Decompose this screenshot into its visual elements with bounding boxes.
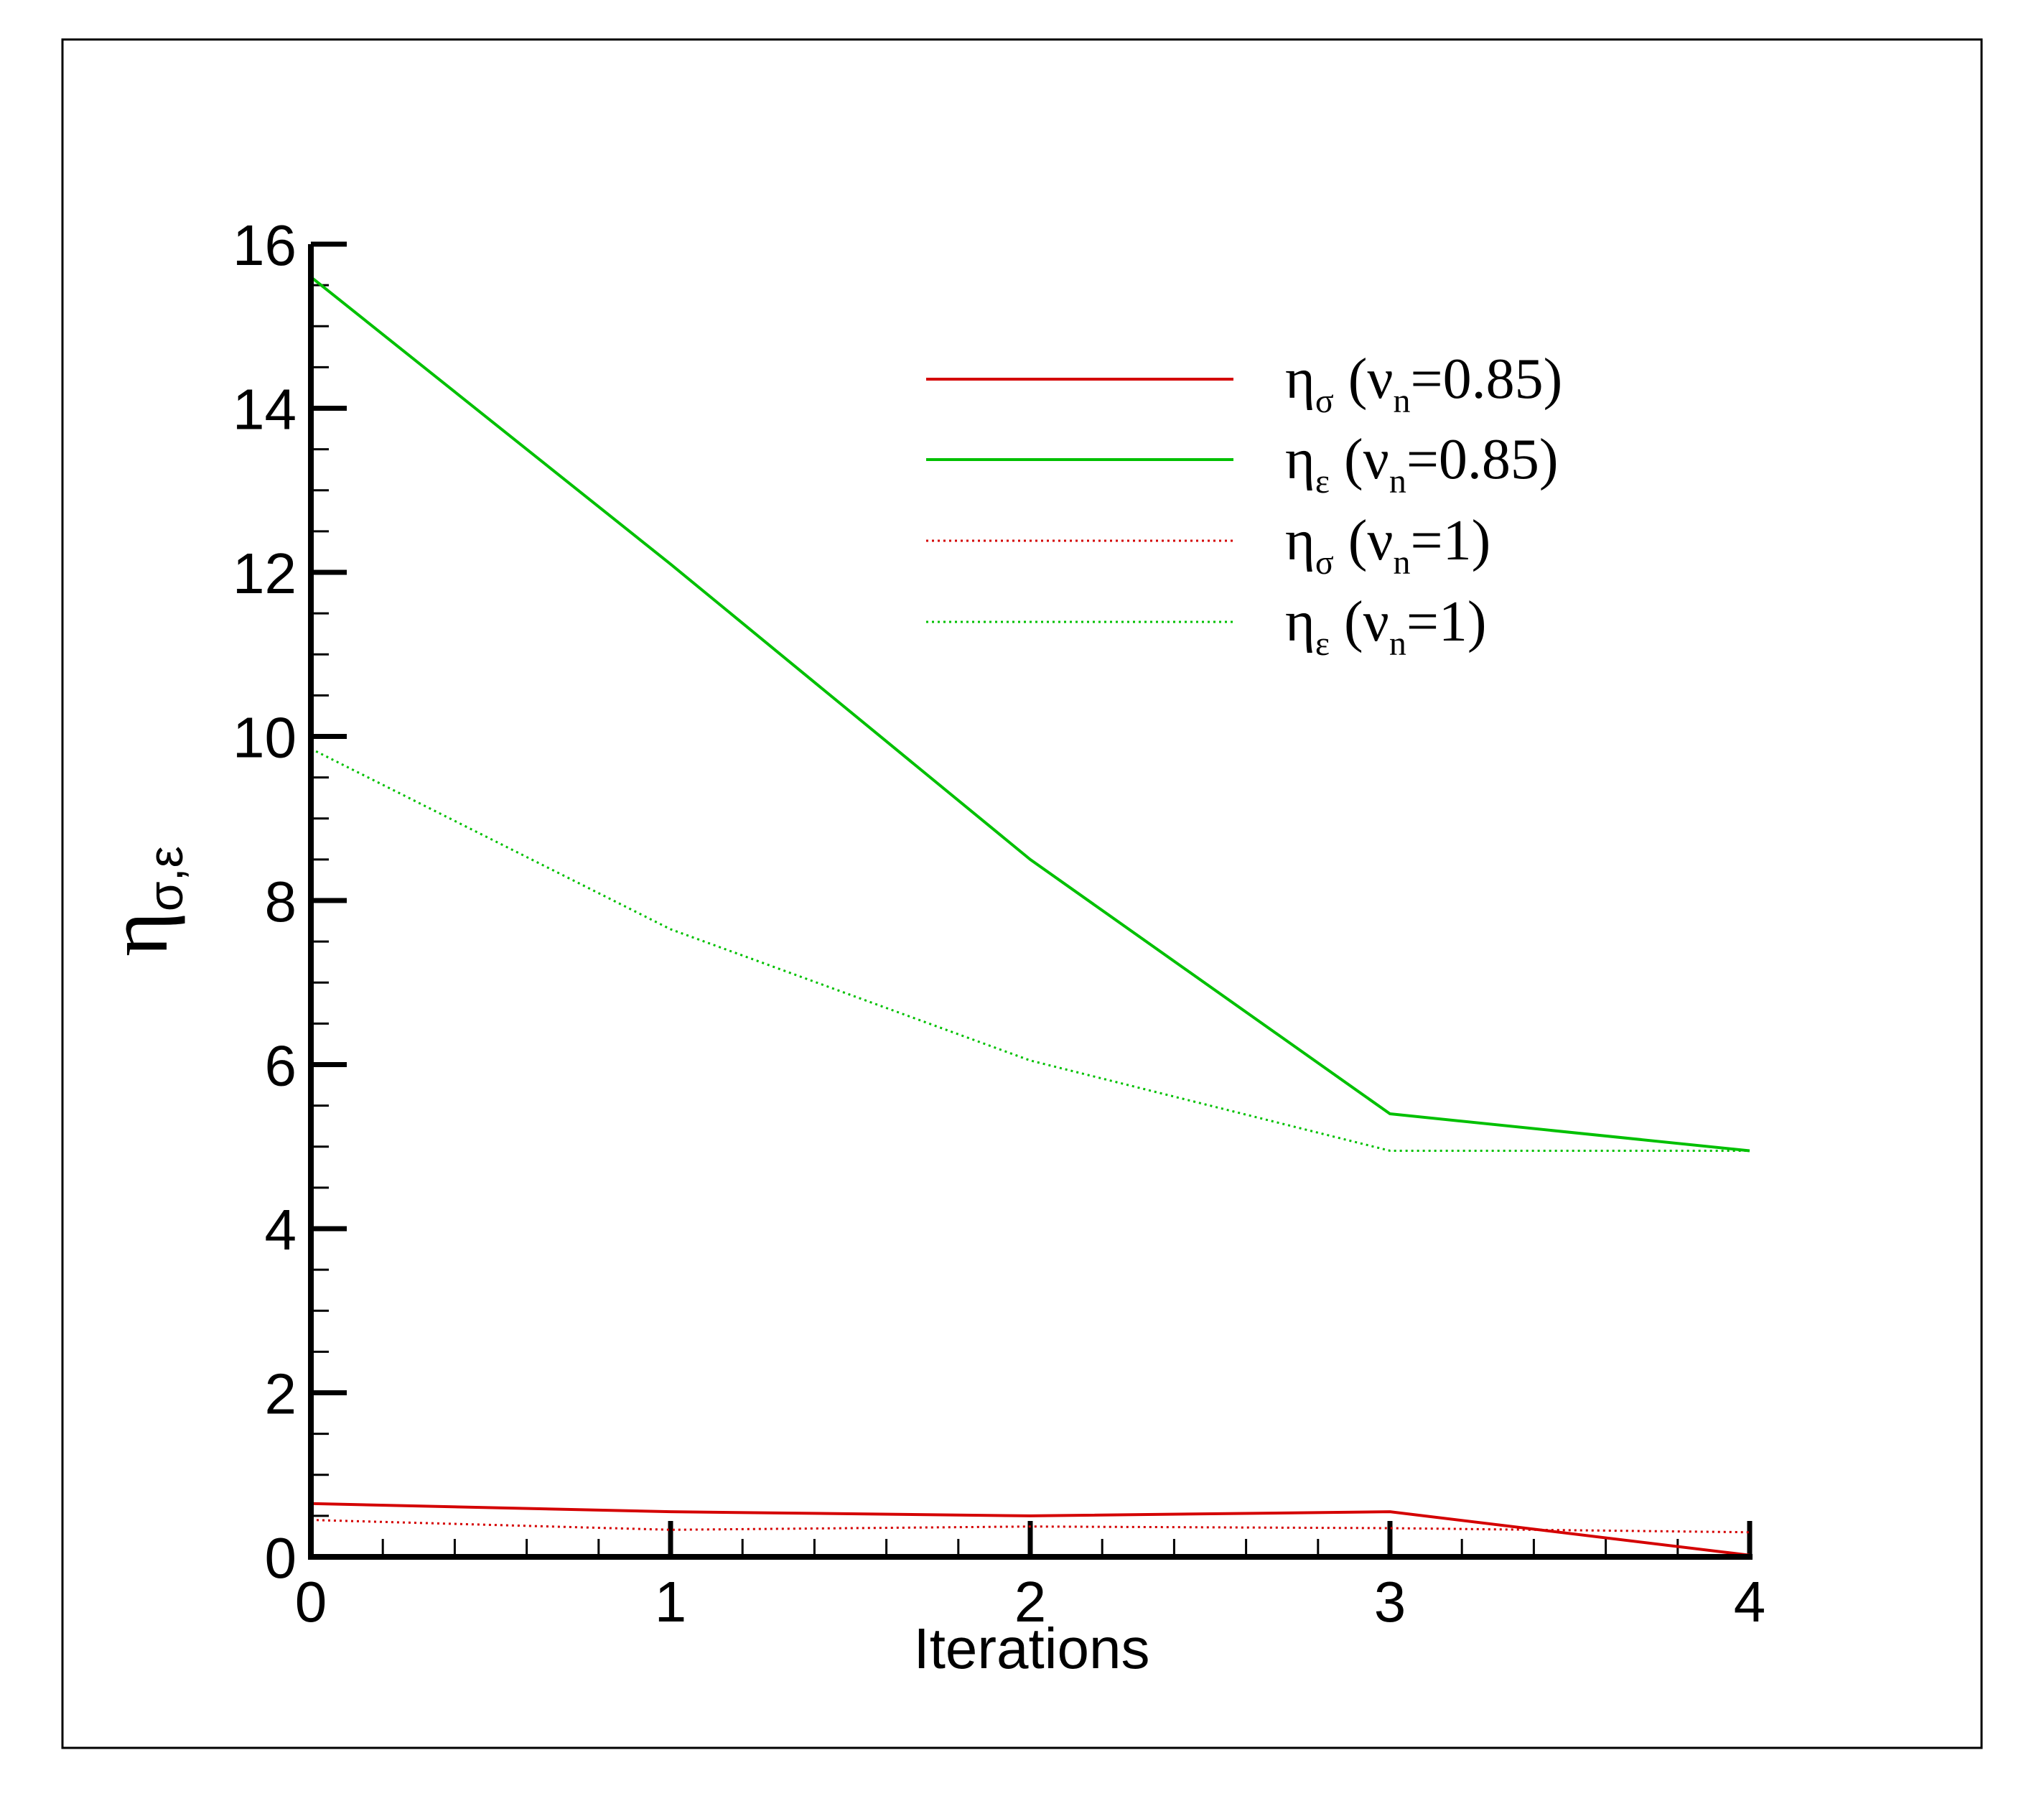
legend-item: ησ (νn=1) [926,509,1490,582]
x-tick-label: 0 [295,1570,327,1634]
data-point [1389,1511,1391,1513]
series-layer [309,276,1751,1557]
x-tick-label: 2 [1014,1570,1047,1634]
y-tick-label: 4 [265,1198,297,1262]
data-point [670,563,672,565]
y-tick-label: 8 [265,870,297,934]
legend-item: ηε (νn=0.85) [926,428,1559,501]
data-point [1389,1150,1391,1152]
data-point [1030,858,1032,860]
y-minor-ticks [311,284,329,1517]
y-tick-label: 16 [233,213,297,277]
y-axis-label: ησ,ε [90,846,193,957]
y-tick-label: 6 [265,1034,297,1098]
x-tick-label: 3 [1374,1570,1406,1634]
data-point [1389,1527,1391,1530]
series-line [309,276,1750,1153]
series-group [310,1519,1751,1534]
series-group [309,276,1750,1153]
data-point [1030,1525,1032,1527]
svg-text:ησ,ε: ησ,ε [90,846,193,957]
legend-item: ηε (νn=1) [926,590,1487,663]
y-axis-label-main: η [90,911,185,957]
legend-label: ησ (νn=1) [1285,509,1490,582]
data-point [1389,1113,1391,1115]
series-group [310,748,1751,1152]
legend-item: ησ (νn=0.85) [926,348,1562,420]
series-group [310,1502,1750,1557]
y-tick-label: 10 [233,706,297,770]
y-axis-label-sub: σ,ε [139,846,193,911]
legend: ησ (νn=0.85) ηε (νn=0.85) ησ (νn=1) ηε (νn=… [926,348,1562,663]
y-tick-label: 12 [233,541,297,605]
x-axis-label: Iterations [913,1616,1149,1680]
y-tick-label: 2 [265,1362,297,1426]
y-tick-labels: 0 2 4 6 8 10 12 14 16 [233,213,297,1590]
series-line [310,748,1750,1152]
x-minor-ticks [381,1539,1679,1557]
legend-label: ηε (νn=1) [1285,590,1487,663]
data-point [1749,1531,1751,1533]
data-point [1030,1514,1032,1517]
y-tick-label: 14 [233,378,297,442]
x-tick-labels: 0 1 2 3 4 [295,1570,1766,1634]
legend-label: ηε (νn=0.85) [1285,428,1559,501]
x-tick-label: 1 [655,1570,687,1634]
data-point [1749,1150,1751,1152]
x-tick-label: 4 [1734,1570,1766,1634]
legend-label: ησ (νn=0.85) [1285,348,1562,420]
series-line [310,1502,1750,1557]
series-line [310,1519,1750,1534]
data-point [670,928,672,930]
data-point [1030,1059,1032,1061]
data-point [670,1529,672,1531]
data-point [670,1511,672,1513]
chart-frame [61,38,1983,1749]
y-tick-label: 0 [265,1526,297,1590]
